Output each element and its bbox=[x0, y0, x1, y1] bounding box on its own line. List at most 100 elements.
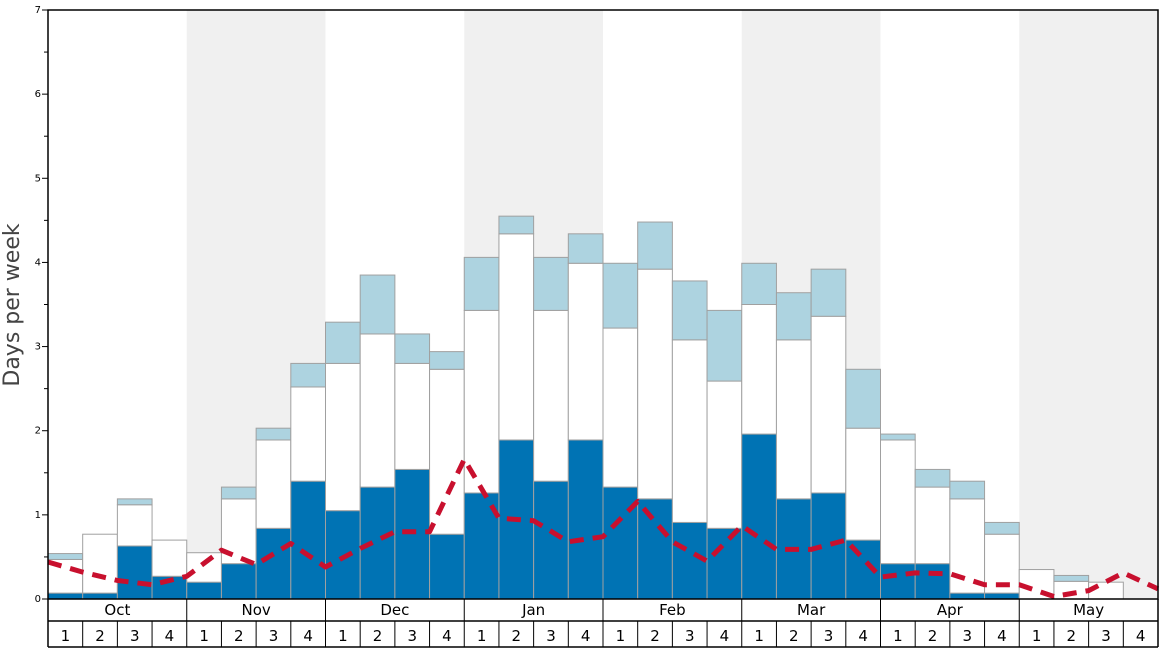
week-label: 4 bbox=[442, 627, 452, 645]
bar-light-15 bbox=[567, 233, 604, 264]
week-label: 3 bbox=[407, 627, 417, 645]
bar-light-22 bbox=[810, 268, 847, 317]
y-tick-label: 5 bbox=[35, 173, 41, 184]
week-label: 2 bbox=[928, 627, 938, 645]
bar-dark-4 bbox=[186, 581, 222, 600]
bar-dark-5 bbox=[220, 563, 257, 600]
bar-light-11 bbox=[429, 351, 465, 370]
bar-white-18 bbox=[671, 339, 708, 523]
bar-light-18 bbox=[671, 280, 708, 341]
month-label-nov: Nov bbox=[241, 601, 270, 619]
bar-light-26 bbox=[949, 480, 986, 500]
average-line-path bbox=[47, 456, 1160, 599]
y-tick-label: 1 bbox=[35, 510, 41, 521]
bar-dark-27 bbox=[984, 592, 1020, 600]
week-label: 1 bbox=[477, 627, 487, 645]
bar-white-22 bbox=[810, 315, 847, 494]
bar-white-21 bbox=[775, 339, 812, 500]
bar-dark-7 bbox=[290, 480, 326, 600]
bar-dark-11 bbox=[429, 533, 465, 600]
y-tick-label: 3 bbox=[35, 342, 41, 353]
y-tick-label: 6 bbox=[35, 89, 41, 100]
bar-light-0 bbox=[47, 553, 84, 560]
bar-dark-9 bbox=[359, 486, 396, 600]
bar-light-17 bbox=[637, 221, 673, 270]
week-label: 1 bbox=[893, 627, 903, 645]
bar-dark-8 bbox=[325, 510, 361, 600]
month-label-may: May bbox=[1073, 601, 1104, 619]
month-label-apr: Apr bbox=[937, 601, 964, 619]
bar-light-20 bbox=[741, 262, 777, 305]
bar-white-6 bbox=[255, 439, 292, 529]
average-line bbox=[47, 456, 1160, 599]
bar-white-7 bbox=[290, 386, 326, 482]
bar-light-6 bbox=[255, 427, 292, 441]
week-label: 1 bbox=[199, 627, 209, 645]
week-label: 2 bbox=[234, 627, 244, 645]
week-label: 4 bbox=[303, 627, 313, 645]
month-label-oct: Oct bbox=[104, 601, 130, 619]
y-axis-label: Days per week bbox=[0, 223, 25, 386]
week-label: 2 bbox=[650, 627, 660, 645]
bar-white-25 bbox=[914, 486, 951, 565]
bar-dark-10 bbox=[394, 468, 431, 600]
bar-light-24 bbox=[880, 433, 916, 441]
bar-light-29 bbox=[1053, 574, 1090, 582]
bar-dark-1 bbox=[82, 592, 118, 600]
bar-dark-26 bbox=[949, 592, 986, 600]
bar-white-23 bbox=[845, 427, 881, 541]
week-label: 3 bbox=[269, 627, 279, 645]
bar-dark-6 bbox=[255, 527, 292, 600]
bar-white-15 bbox=[567, 262, 604, 441]
bar-white-16 bbox=[602, 327, 639, 488]
month-label-jan: Jan bbox=[521, 601, 545, 619]
bar-white-8 bbox=[325, 362, 361, 512]
y-tick-label: 4 bbox=[35, 257, 41, 268]
bar-white-14 bbox=[533, 309, 569, 482]
week-label: 3 bbox=[685, 627, 695, 645]
bar-white-26 bbox=[949, 498, 986, 594]
bar-light-25 bbox=[914, 468, 951, 488]
bar-light-10 bbox=[394, 333, 431, 364]
week-label: 4 bbox=[1136, 627, 1146, 645]
bar-light-5 bbox=[220, 486, 257, 500]
week-label: 3 bbox=[824, 627, 834, 645]
bar-dark-15 bbox=[567, 439, 604, 600]
bar-light-16 bbox=[602, 262, 639, 329]
month-label-mar: Mar bbox=[797, 601, 826, 619]
bar-light-7 bbox=[290, 362, 326, 388]
bar-white-10 bbox=[394, 362, 431, 470]
bar-white-20 bbox=[741, 304, 777, 435]
bar-white-11 bbox=[429, 368, 465, 535]
bar-white-29 bbox=[1053, 580, 1090, 600]
bar-dark-24 bbox=[880, 563, 916, 600]
week-label: 1 bbox=[616, 627, 626, 645]
y-tick-label: 2 bbox=[35, 426, 41, 437]
bar-white-9 bbox=[359, 333, 396, 488]
bar-light-23 bbox=[845, 368, 881, 429]
bar-white-13 bbox=[498, 233, 535, 441]
month-label-dec: Dec bbox=[380, 601, 409, 619]
bar-light-13 bbox=[498, 215, 535, 235]
x-axis: Oct Nov Dec Jan Feb Mar Apr May 1 2 3 4 1 2 3 4 1 2 3 4 1 2 3 4… bbox=[47, 599, 1159, 648]
bar-white-3 bbox=[151, 539, 188, 577]
bar-light-19 bbox=[706, 309, 743, 382]
bar-white-4 bbox=[186, 552, 222, 583]
bar-light-2 bbox=[116, 498, 153, 506]
bar-light-21 bbox=[775, 292, 812, 341]
bar-dark-25 bbox=[914, 563, 951, 600]
week-label: 4 bbox=[858, 627, 868, 645]
week-label: 3 bbox=[130, 627, 140, 645]
y-tick-label: 7 bbox=[35, 5, 41, 16]
week-label: 2 bbox=[789, 627, 799, 645]
bar-dark-17 bbox=[637, 498, 673, 600]
week-label: 1 bbox=[1032, 627, 1042, 645]
bar-dark-20 bbox=[741, 433, 777, 600]
week-label: 2 bbox=[1067, 627, 1077, 645]
bar-white-24 bbox=[880, 439, 916, 565]
week-label: 4 bbox=[720, 627, 730, 645]
week-label: 3 bbox=[546, 627, 556, 645]
week-label: 1 bbox=[61, 627, 71, 645]
bar-white-1 bbox=[82, 533, 118, 594]
bar-dark-2 bbox=[116, 545, 153, 600]
